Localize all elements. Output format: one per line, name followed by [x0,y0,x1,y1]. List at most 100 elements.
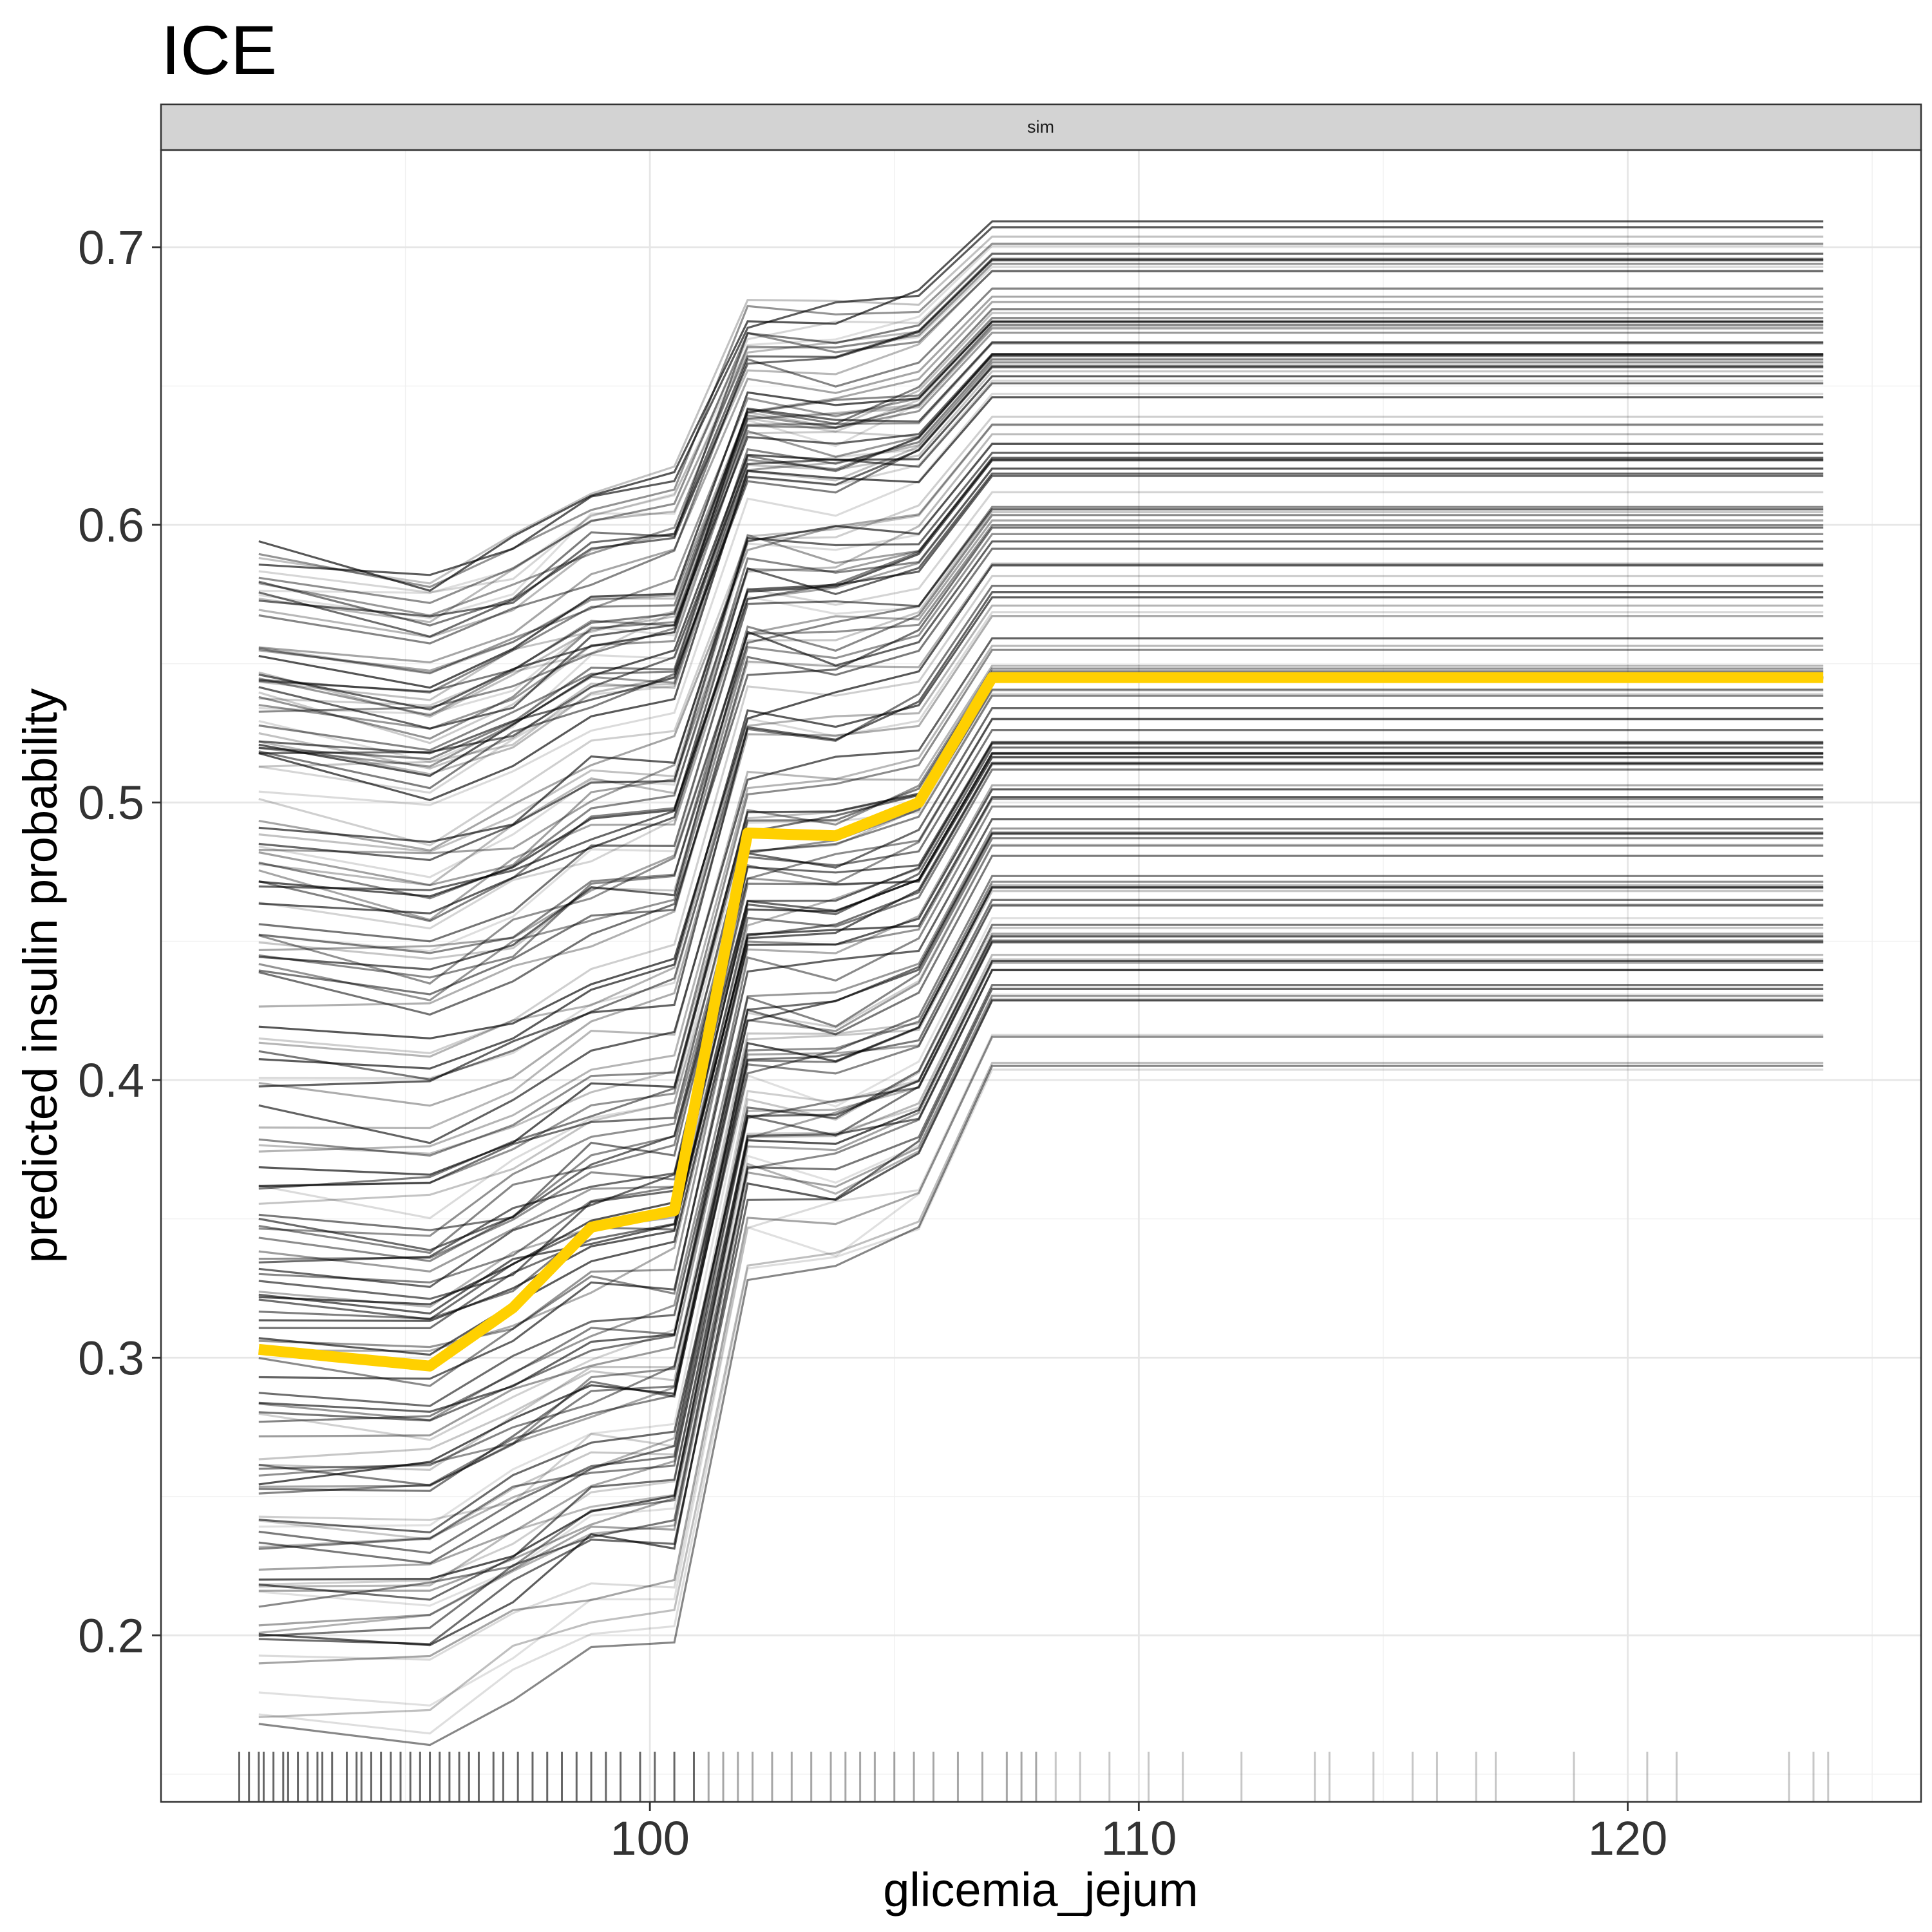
ice-line [258,954,1824,1587]
ice-line [258,574,1824,1055]
average-curve [258,672,1824,1372]
ice-line [258,323,1824,715]
ice-line [258,805,1824,1387]
ice-line [258,459,1824,855]
ice-line [258,984,1824,1637]
ice-line [258,524,1824,985]
ice-line [258,396,1824,802]
ice-line [258,591,1824,1088]
y-tick-label: 0.3 [78,1331,144,1385]
ice-line [258,788,1824,1356]
ice-line [258,265,1824,594]
grid-major [161,150,1921,1802]
ice-line [258,969,1824,1608]
ice-line [258,692,1824,1220]
ice-line [258,296,1824,664]
ice-line [258,890,1824,1461]
ice-line [258,301,1824,672]
ice-line [258,827,1824,1421]
ice-line [258,1034,1824,1661]
ice-line [258,468,1824,922]
y-axis: 0.2 0.3 0.4 0.5 0.6 0.7 [78,221,161,1662]
ice-line [258,226,1824,576]
ice-line [258,312,1824,701]
ice-line [258,317,1824,694]
ice-line [258,637,1824,1144]
ice-line [258,252,1824,627]
ice-line [258,993,1824,1607]
y-tick-label: 0.6 [78,498,144,552]
ice-line [258,519,1824,951]
ice-line [258,526,1824,1016]
ice-line [258,886,1824,1486]
y-tick-label: 0.2 [78,1609,144,1662]
ice-line [258,923,1824,1565]
facet-strip [160,103,1922,151]
ice-line [258,887,1824,1470]
ice-line [258,220,1824,592]
ice-line [258,1065,1824,1747]
ice-line [258,604,1824,1058]
ice-line [258,235,1824,585]
ice-line [258,354,1824,768]
ice-line [258,433,1824,887]
ice-line [258,472,1824,891]
ice-line [258,763,1824,1330]
ice-line [258,969,1824,1601]
ice-line [258,547,1824,996]
y-tick-label: 0.7 [78,221,144,274]
ice-line [258,287,1824,645]
ice-line [258,746,1824,1321]
ice-average-line [258,672,1824,1372]
ice-line [258,475,1824,914]
ice-line [258,999,1824,1647]
ice-line [258,355,1824,730]
ice-line [258,898,1824,1492]
x-axis-title: glicemia_jejum [883,1863,1198,1917]
rug-marks [238,1752,1830,1802]
ice-line [258,308,1824,693]
facet-label: sim [1027,117,1054,137]
ice-line [258,665,1824,1153]
ice-line [258,324,1824,713]
ice-line [258,611,1824,1079]
y-axis-title: predicted insulin probability [14,688,67,1264]
x-tick-label: 110 [1101,1812,1177,1865]
ice-line [258,533,1824,1001]
ice-line [258,457,1824,887]
ice-line [258,327,1824,674]
ice-line [258,987,1824,1645]
y-tick-label: 0.4 [78,1054,144,1107]
chart-title: ICE [161,11,277,89]
ice-line [258,884,1824,1472]
ice-line [258,880,1824,1477]
x-axis: 100 110 120 [610,1802,1667,1865]
ice-line [258,270,1824,604]
ice-line [258,442,1824,844]
ice-line [258,961,1824,1592]
ice-line [258,540,1824,971]
ice-line [258,451,1824,862]
ice-line [258,941,1824,1550]
ice-line [258,375,1824,777]
ice-line [258,831,1824,1407]
ice-line [258,355,1824,744]
ice-line [258,934,1824,1521]
ice-line [258,508,1824,943]
ice-line [258,321,1824,675]
ice-line [258,358,1824,761]
ice-line [258,509,1824,952]
ice-line [258,442,1824,878]
ice-line [258,585,1824,1081]
ice-line [258,423,1824,852]
ice-line [258,818,1824,1380]
ice-line [258,917,1824,1528]
ice-line [258,245,1824,620]
ice-line [258,939,1824,1555]
ice-line [258,392,1824,806]
x-tick-label: 100 [610,1812,689,1865]
y-tick-label: 0.5 [78,776,144,829]
ice-line [258,564,1824,1040]
ice-line [258,252,1824,594]
